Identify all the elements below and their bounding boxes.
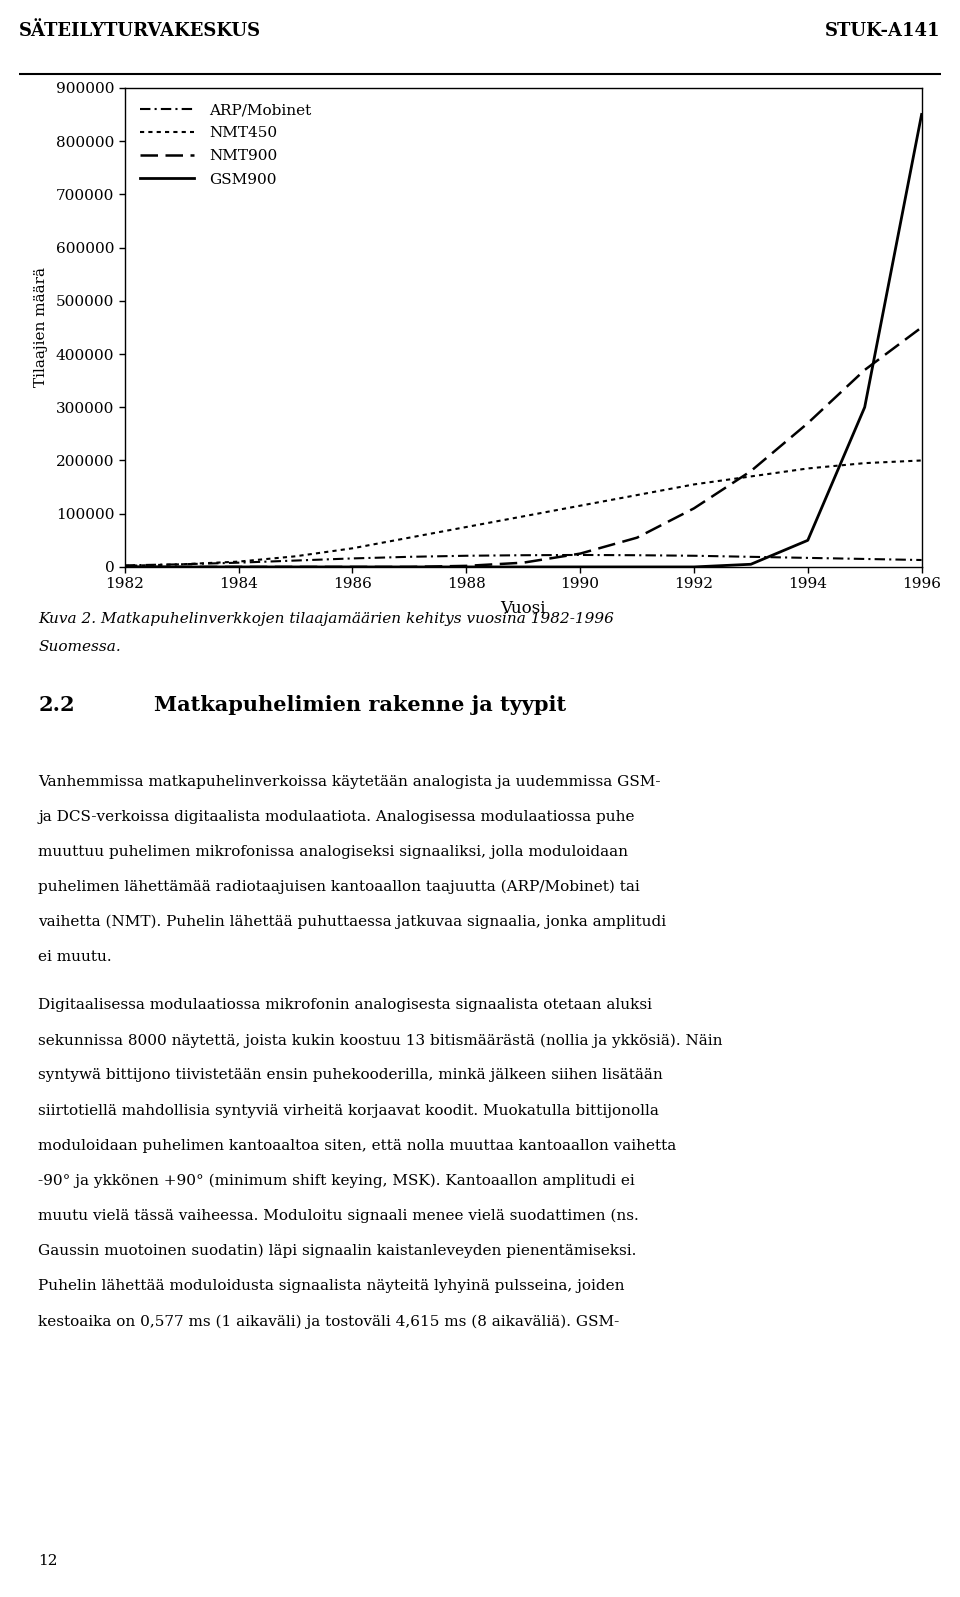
Text: ei muutu.: ei muutu. (38, 950, 112, 965)
Text: Digitaalisessa modulaatiossa mikrofonin analogisesta signaalista otetaan aluksi: Digitaalisessa modulaatiossa mikrofonin … (38, 998, 653, 1012)
ARP/Mobinet (802, 548, 813, 567)
Text: muuttuu puhelimen mikrofonissa analogiseksi signaaliksi, jolla moduloidaan: muuttuu puhelimen mikrofonissa analogise… (38, 845, 629, 859)
GSM900 (233, 557, 245, 577)
Text: puhelimen lähettämää radiotaajuisen kantoaallon taajuutta (ARP/Mobinet) tai: puhelimen lähettämää radiotaajuisen kant… (38, 880, 640, 894)
GSM900 (859, 398, 871, 417)
NMT900 (688, 498, 700, 517)
NMT450 (347, 538, 358, 557)
X-axis label: Vuosi: Vuosi (500, 600, 546, 616)
NMT900 (233, 557, 245, 577)
Text: Suomessa.: Suomessa. (38, 640, 121, 655)
NMT450 (688, 474, 700, 493)
ARP/Mobinet (745, 548, 756, 567)
NMT450 (859, 454, 871, 473)
ARP/Mobinet (290, 551, 301, 570)
GSM900 (461, 557, 472, 577)
GSM900 (347, 557, 358, 577)
NMT450 (745, 466, 756, 485)
Line: NMT900: NMT900 (125, 327, 922, 567)
GSM900 (745, 554, 756, 573)
ARP/Mobinet (233, 553, 245, 572)
ARP/Mobinet (461, 546, 472, 565)
Text: kestoaika on 0,577 ms (1 aikaväli) ja tostoväli 4,615 ms (8 aikaväliä). GSM-: kestoaika on 0,577 ms (1 aikaväli) ja to… (38, 1314, 619, 1329)
NMT900 (574, 545, 586, 564)
NMT450 (176, 554, 187, 573)
Text: Gaussin muotoinen suodatin) läpi signaalin kaistanleveyden pienentämiseksi.: Gaussin muotoinen suodatin) läpi signaal… (38, 1244, 636, 1258)
Line: GSM900: GSM900 (125, 115, 922, 567)
NMT900 (517, 553, 529, 572)
Text: -90° ja ykkönen +90° (minimum shift keying, MSK). Kantoaallon amplitudi ei: -90° ja ykkönen +90° (minimum shift keyi… (38, 1174, 636, 1188)
NMT900 (802, 414, 813, 433)
Text: Kuva 2. Matkapuhelinverkkojen tilaajamäärien kehitys vuosina 1982-1996: Kuva 2. Matkapuhelinverkkojen tilaajamää… (38, 612, 614, 626)
ARP/Mobinet (632, 546, 643, 565)
NMT450 (632, 485, 643, 505)
Text: muutu vielä tässä vaiheessa. Moduloitu signaali menee vielä suodattimen (ns.: muutu vielä tässä vaiheessa. Moduloitu s… (38, 1209, 639, 1223)
Text: siirtotiellä mahdollisia syntyviä virheitä korjaavat koodit. Muokatulla bittijon: siirtotiellä mahdollisia syntyviä virhei… (38, 1104, 660, 1118)
GSM900 (574, 557, 586, 577)
NMT900 (347, 557, 358, 577)
ARP/Mobinet (176, 554, 187, 573)
GSM900 (688, 557, 700, 577)
Text: moduloidaan puhelimen kantoaaltoa siten, että nolla muuttaa kantoaallon vaihetta: moduloidaan puhelimen kantoaaltoa siten,… (38, 1139, 677, 1153)
GSM900 (403, 557, 415, 577)
Text: vaihetta (NMT). Puhelin lähettää puhuttaessa jatkuvaa signaalia, jonka amplitudi: vaihetta (NMT). Puhelin lähettää puhutta… (38, 915, 666, 929)
ARP/Mobinet (347, 549, 358, 569)
GSM900 (802, 530, 813, 549)
Text: ja DCS-verkoissa digitaalista modulaatiota. Analogisessa modulaatiossa puhe: ja DCS-verkoissa digitaalista modulaatio… (38, 810, 635, 824)
ARP/Mobinet (859, 549, 871, 569)
NMT900 (290, 557, 301, 577)
GSM900 (119, 557, 131, 577)
Text: Matkapuhelimien rakenne ja tyypit: Matkapuhelimien rakenne ja tyypit (154, 695, 565, 715)
Legend: ARP/Mobinet, NMT450, NMT900, GSM900: ARP/Mobinet, NMT450, NMT900, GSM900 (132, 96, 319, 195)
NMT450 (517, 506, 529, 525)
NMT900 (176, 557, 187, 577)
Text: syntywä bittijono tiivistetään ensin puhekooderilla, minkä jälkeen siihen lisätä: syntywä bittijono tiivistetään ensin puh… (38, 1068, 663, 1083)
NMT900 (632, 529, 643, 548)
Text: 2.2: 2.2 (38, 695, 75, 715)
ARP/Mobinet (517, 546, 529, 565)
ARP/Mobinet (916, 551, 927, 570)
NMT900 (461, 556, 472, 575)
Text: STUK-A141: STUK-A141 (826, 22, 941, 40)
ARP/Mobinet (574, 546, 586, 565)
Y-axis label: Tilaajien määrä: Tilaajien määrä (34, 267, 48, 388)
GSM900 (290, 557, 301, 577)
NMT450 (574, 497, 586, 516)
NMT450 (233, 553, 245, 572)
NMT900 (403, 557, 415, 577)
NMT900 (745, 462, 756, 481)
ARP/Mobinet (688, 546, 700, 565)
NMT450 (290, 546, 301, 565)
NMT450 (461, 517, 472, 537)
GSM900 (517, 557, 529, 577)
Text: sekunnissa 8000 näytettä, joista kukin koostuu 13 bitismäärästä (nollia ja ykkös: sekunnissa 8000 näytettä, joista kukin k… (38, 1033, 723, 1048)
NMT900 (859, 361, 871, 380)
GSM900 (916, 105, 927, 125)
Text: Puhelin lähettää moduloidusta signaalista näyteitä lyhyinä pulsseina, joiden: Puhelin lähettää moduloidusta signaalist… (38, 1279, 625, 1294)
NMT450 (802, 458, 813, 478)
Text: SÄTEILYTURVAKESKUS: SÄTEILYTURVAKESKUS (19, 22, 261, 40)
NMT450 (119, 556, 131, 575)
NMT450 (916, 450, 927, 470)
NMT900 (916, 318, 927, 337)
Line: ARP/Mobinet: ARP/Mobinet (125, 556, 922, 565)
GSM900 (176, 557, 187, 577)
ARP/Mobinet (119, 556, 131, 575)
NMT900 (119, 557, 131, 577)
NMT450 (403, 529, 415, 548)
Line: NMT450: NMT450 (125, 460, 922, 565)
Text: 12: 12 (38, 1554, 58, 1568)
GSM900 (632, 557, 643, 577)
ARP/Mobinet (403, 548, 415, 567)
Text: Vanhemmissa matkapuhelinverkoissa käytetään analogista ja uudemmissa GSM-: Vanhemmissa matkapuhelinverkoissa käytet… (38, 775, 660, 789)
